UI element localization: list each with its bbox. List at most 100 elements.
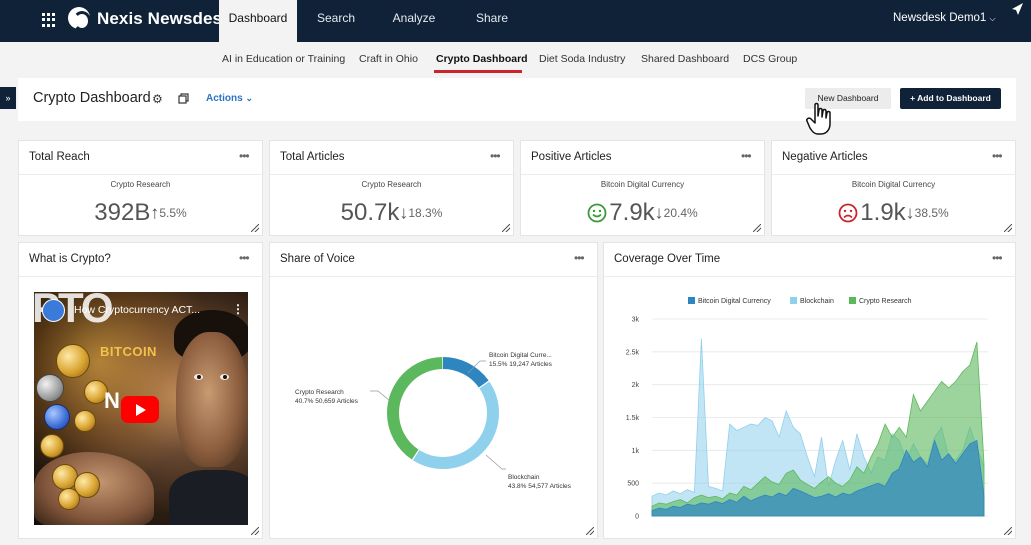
- resize-handle-icon[interactable]: [251, 527, 259, 535]
- dashboard-header: Crypto Dashboard ⚙ Actions ⌄ New Dashboa…: [18, 78, 1016, 121]
- divider: [270, 276, 599, 277]
- video-title[interactable]: How Cryptocurrency ACT...: [74, 304, 201, 316]
- kpi-value: 1.9k: [860, 199, 906, 226]
- y-tick-label: 500: [627, 481, 639, 488]
- add-to-dashboard-button[interactable]: + Add to Dashboard: [900, 88, 1001, 109]
- expand-sidebar-icon[interactable]: »: [0, 87, 16, 109]
- more-options-icon[interactable]: •••: [239, 251, 250, 265]
- donut-slice-0[interactable]: [387, 357, 499, 469]
- user-menu[interactable]: Newsdesk Demo1 ⌵: [893, 12, 996, 24]
- tab-dashboard[interactable]: Dashboard: [219, 0, 297, 42]
- resize-handle-icon[interactable]: [586, 527, 594, 535]
- coin-icon: [74, 410, 96, 432]
- subtab-ai-education[interactable]: AI in Education or Training: [222, 53, 346, 65]
- label-blockchain: Blockchain 43.8% 54,577 Articles: [485, 454, 572, 490]
- donut-slice-1[interactable]: [387, 357, 499, 469]
- card-title: Coverage Over Time: [614, 253, 721, 265]
- coverage-chart: Bitcoin Digital Currency Blockchain Cryp…: [626, 297, 988, 521]
- video-overlay-n: N: [104, 388, 120, 413]
- slice-name: Crypto Research: [295, 389, 344, 396]
- divider: [19, 174, 264, 175]
- tab-search[interactable]: Search: [316, 11, 356, 25]
- subtab-dcs-group[interactable]: DCS Group: [743, 53, 798, 65]
- person-shirt: [169, 470, 248, 525]
- resize-handle-icon[interactable]: [502, 224, 510, 232]
- kpi-value-row: 50.7k↓18.3%: [270, 199, 513, 227]
- kpi-card-negative-articles: Negative Articles ••• Bitcoin Digital Cu…: [771, 140, 1017, 236]
- dashboard-tabs: AI in Education or Training Craft in Ohi…: [0, 42, 1031, 74]
- resize-handle-icon[interactable]: [753, 224, 761, 232]
- share-of-voice-chart: Bitcoin Digital Curre... 15.5% 19,247 Ar…: [295, 352, 572, 490]
- kpi-subtitle: Crypto Research: [361, 180, 422, 189]
- more-options-icon[interactable]: •••: [992, 251, 1003, 265]
- more-options-icon[interactable]: •••: [239, 149, 250, 163]
- video-more-icon[interactable]: ⋮: [232, 302, 244, 316]
- subtab-shared-dashboard[interactable]: Shared Dashboard: [641, 53, 730, 65]
- coin-icon: [58, 488, 80, 510]
- app-grid-icon[interactable]: [42, 13, 56, 27]
- person-eye: [220, 374, 229, 380]
- video-player[interactable]: PTO BITCOIN N How Cryptocurrency ACT... …: [34, 292, 248, 525]
- coverage-over-time-card: Coverage Over Time ••• Bitcoin Digital C…: [603, 242, 1017, 539]
- slice-stats: 43.8% 54,577 Articles: [508, 483, 572, 490]
- coin-icon: [36, 374, 64, 402]
- actions-dropdown[interactable]: Actions ⌄: [206, 93, 253, 104]
- new-dashboard-button[interactable]: New Dashboard: [805, 88, 891, 109]
- kpi-change: 5.5%: [159, 206, 187, 220]
- slice-name: Blockchain: [508, 474, 540, 481]
- donut-slice-2[interactable]: [387, 357, 499, 469]
- hand-cursor-icon: [806, 102, 831, 135]
- copy-icon[interactable]: [178, 93, 189, 104]
- channel-avatar[interactable]: [42, 299, 65, 322]
- more-options-icon[interactable]: •••: [992, 149, 1003, 163]
- arrow-down-icon: ↓: [399, 202, 409, 223]
- video-card: What is Crypto? ••• PTO BITCOIN N How Cr…: [18, 242, 264, 539]
- kpi-value: 50.7k: [340, 199, 400, 226]
- send-icon[interactable]: [1004, 0, 1031, 18]
- smiley-face-icon: [587, 203, 607, 223]
- person-face: [176, 332, 248, 467]
- subtab-diet-soda[interactable]: Diet Soda Industry: [539, 53, 626, 65]
- area-series-bitcoin-digital-currency[interactable]: [651, 439, 985, 517]
- user-name: Newsdesk Demo1: [893, 12, 987, 24]
- brand-name: Nexis Newsdesk: [97, 9, 232, 28]
- tab-analyze[interactable]: Analyze: [392, 11, 436, 25]
- kpi-subtitle: Bitcoin Digital Currency: [851, 180, 936, 189]
- settings-gear-icon[interactable]: ⚙: [152, 92, 163, 106]
- y-tick-label: 3k: [632, 317, 640, 324]
- more-options-icon[interactable]: •••: [490, 149, 501, 163]
- resize-handle-icon[interactable]: [1004, 224, 1012, 232]
- chevron-down-icon: ⌵: [989, 14, 996, 23]
- subtab-craft-ohio[interactable]: Craft in Ohio: [359, 53, 418, 65]
- person-eye: [194, 374, 203, 380]
- resize-handle-icon[interactable]: [251, 224, 259, 232]
- kpi-value: 7.9k: [609, 199, 655, 226]
- card-title: Total Articles: [280, 151, 345, 163]
- sad-face-icon: [838, 203, 858, 223]
- divider: [772, 174, 1017, 175]
- kpi-card-total-reach: Total Reach ••• Crypto Research 392B↑5.5…: [18, 140, 264, 236]
- label-crypto-research: Crypto Research 40.7% 50,659 Articles: [295, 389, 391, 405]
- kpi-subtitle: Crypto Research: [110, 180, 171, 189]
- resize-handle-icon[interactable]: [1004, 527, 1012, 535]
- chart-legend: Bitcoin Digital Currency Blockchain Cryp…: [688, 297, 912, 305]
- slice-stats: 15.5% 19,247 Articles: [489, 361, 553, 368]
- more-options-icon[interactable]: •••: [741, 149, 752, 163]
- card-title: Total Reach: [29, 151, 90, 163]
- kpi-value: 392B: [94, 199, 151, 226]
- kpi-change: 38.5%: [914, 206, 949, 220]
- divider: [270, 174, 515, 175]
- subtab-crypto-dashboard[interactable]: Crypto Dashboard: [436, 53, 528, 65]
- kpi-card-positive-articles: Positive Articles ••• Bitcoin Digital Cu…: [520, 140, 766, 236]
- tab-share[interactable]: Share: [475, 11, 509, 25]
- kpi-subtitle: Bitcoin Digital Currency: [600, 180, 685, 189]
- legend-swatch: [790, 297, 797, 304]
- coin-icon: [84, 380, 108, 404]
- legend-swatch: [849, 297, 856, 304]
- legend-label: Blockchain: [800, 298, 834, 305]
- kpi-change: 18.3%: [408, 206, 443, 220]
- play-button-icon[interactable]: [121, 396, 159, 423]
- more-options-icon[interactable]: •••: [574, 251, 585, 265]
- bitcoin-coin-icon: [56, 344, 90, 378]
- card-title: Share of Voice: [280, 253, 355, 265]
